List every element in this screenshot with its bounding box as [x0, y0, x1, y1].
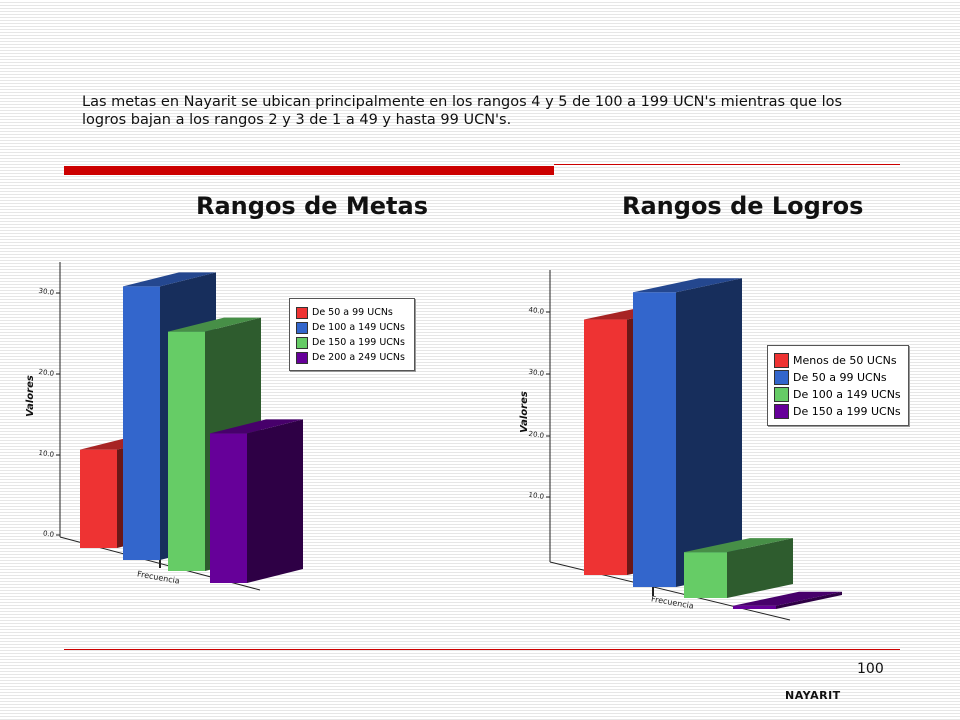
legend-swatch: [774, 353, 789, 368]
legend-item: De 200 a 249 UCNs: [296, 350, 408, 365]
legend-label: De 150 a 199 UCNs: [793, 405, 901, 418]
legend-swatch: [296, 321, 308, 334]
legend-logros: Menos de 50 UCNs De 50 a 99 UCNs De 100 a …: [767, 345, 909, 426]
legend-item: De 150 a 199 UCNs: [296, 335, 408, 350]
bar-side: [247, 419, 303, 583]
bar-top: [633, 278, 742, 293]
bar-2: [633, 278, 742, 587]
bar-top: [733, 591, 842, 606]
bar-front: [584, 319, 627, 575]
y-tick-label: 0.0: [42, 529, 54, 538]
y-axis-label: Valores: [519, 391, 530, 433]
y-axis-label: Valores: [25, 375, 36, 417]
bar-4: [733, 591, 842, 609]
legend-swatch: [296, 336, 308, 349]
bar-front: [123, 286, 160, 560]
bar-side: [776, 591, 842, 609]
legend-label: De 100 a 149 UCNs: [793, 388, 901, 401]
legend-swatch: [774, 370, 789, 385]
chart-title-metas: Rangos de Metas: [196, 192, 428, 220]
legend-swatch: [774, 404, 789, 419]
y-tick-label: 40.0: [528, 306, 545, 316]
legend-item: De 100 a 149 UCNs: [774, 386, 902, 403]
intro-paragraph: Las metas en Nayarit se ubican principal…: [82, 94, 843, 128]
legend-label: De 200 a 249 UCNs: [312, 352, 405, 363]
legend-swatch: [296, 306, 308, 319]
legend-label: De 50 a 99 UCNs: [312, 307, 393, 318]
bar-3: [684, 538, 793, 598]
legend-metas: De 50 a 99 UCNs De 100 a 149 UCNs De 150 a…: [289, 298, 415, 371]
y-tick-label: 10.0: [38, 449, 55, 459]
divider-bottom: [64, 649, 900, 650]
bar-top: [168, 317, 261, 332]
legend-label: Menos de 50 UCNs: [793, 354, 897, 367]
legend-item: De 100 a 149 UCNs: [296, 320, 408, 335]
legend-item: De 50 a 99 UCNs: [774, 369, 902, 386]
legend-label: De 100 a 149 UCNs: [312, 322, 405, 333]
legend-item: De 150 a 199 UCNs: [774, 403, 902, 420]
bar-front: [733, 605, 776, 609]
legend-label: De 50 a 99 UCNs: [793, 371, 887, 384]
y-tick-label: 10.0: [528, 491, 545, 501]
bar-side: [676, 278, 742, 587]
y-tick-label: 30.0: [528, 368, 545, 378]
legend-item: Menos de 50 UCNs: [774, 352, 902, 369]
y-tick-label: 30.0: [38, 287, 55, 297]
bar-front: [633, 292, 676, 587]
bar-top: [123, 272, 216, 287]
bar-top: [684, 538, 793, 553]
legend-swatch: [296, 351, 308, 364]
bar-top: [210, 419, 303, 434]
bar-front: [684, 552, 727, 598]
legend-item: De 50 a 99 UCNs: [296, 305, 408, 320]
legend-label: De 150 a 199 UCNs: [312, 337, 405, 348]
y-tick-label: 20.0: [38, 368, 55, 378]
bar-front: [210, 433, 247, 583]
bar-4: [210, 419, 303, 583]
bar-front: [80, 449, 117, 548]
divider-top: [554, 164, 900, 165]
bar-side: [727, 538, 793, 598]
footer-label: NAYARIT: [785, 689, 841, 702]
bar-front: [168, 331, 205, 571]
legend-swatch: [774, 387, 789, 402]
page-number: 100: [857, 661, 884, 677]
chart-title-logros: Rangos de Logros: [622, 192, 864, 220]
y-tick-label: 20.0: [528, 430, 545, 440]
accent-bar: [64, 166, 554, 175]
